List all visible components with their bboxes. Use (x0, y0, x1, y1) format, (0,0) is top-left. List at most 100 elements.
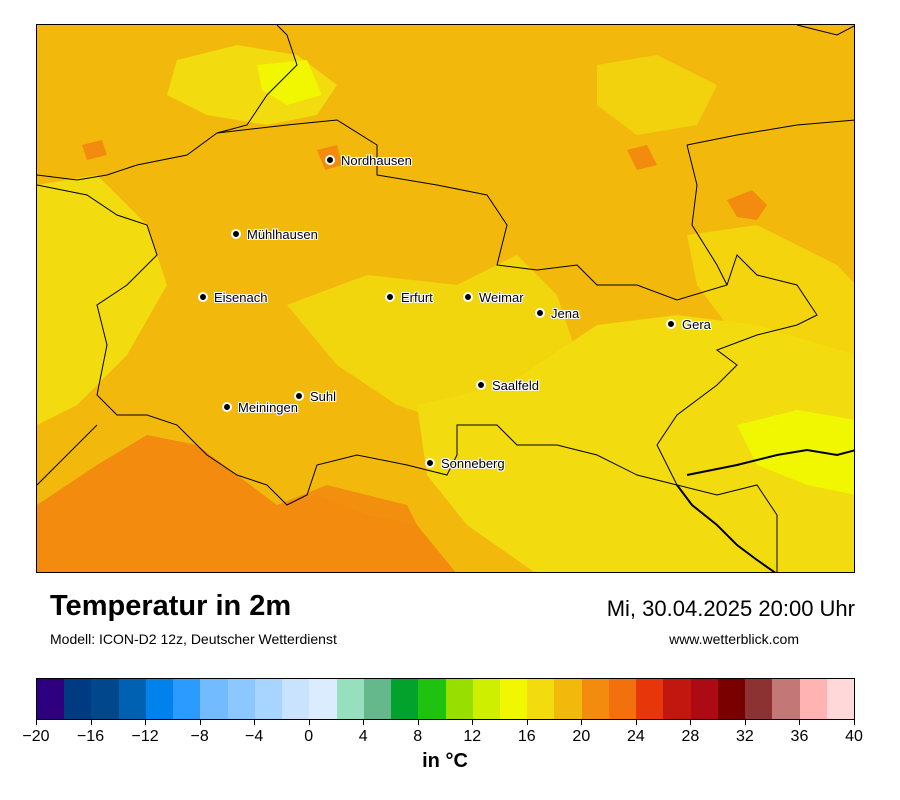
temperature-map: Nordhausen Mühlhausen Eisenach Erfurt We… (36, 24, 855, 573)
colorbar-tick-label: 24 (626, 728, 645, 745)
colorbar-tick (581, 720, 583, 725)
colorbar-segment (118, 679, 146, 719)
border-west (37, 132, 218, 181)
colorbar-tick-label: −20 (22, 728, 50, 745)
city-saalfeld: Saalfeld (476, 377, 539, 393)
colorbar-segment (636, 679, 664, 719)
city-label: Suhl (310, 388, 337, 404)
city-marker-icon (463, 292, 473, 302)
colorbar-tick (90, 720, 92, 725)
city-label: Erfurt (401, 289, 433, 305)
colorbar-tick-label: 0 (304, 728, 314, 745)
state-border-south (37, 184, 678, 506)
colorbar-segment (254, 679, 283, 719)
map-title: Temperatur in 2m (50, 590, 292, 622)
colorbar-tick-label: 8 (413, 728, 423, 745)
colorbar-tick-label: −16 (76, 728, 105, 745)
colorbar-legend (36, 678, 855, 720)
city-label: Jena (551, 305, 580, 321)
colorbar-segment (200, 679, 228, 719)
state-border-north (216, 25, 298, 134)
colorbar-tick (744, 720, 746, 725)
city-weimar: Weimar (463, 289, 524, 305)
colorbar-segment (772, 679, 800, 719)
city-sonneberg: Sonneberg (425, 455, 505, 471)
city-marker-icon (198, 292, 208, 302)
city-erfurt: Erfurt (385, 289, 433, 305)
city-gera: Gera (666, 316, 711, 332)
colorbar-tick (254, 720, 256, 725)
colorbar-segment (663, 679, 691, 719)
map-svg (37, 25, 854, 572)
colorbar-segment (64, 679, 92, 719)
colorbar-tick (526, 720, 528, 725)
city-marker-icon (231, 229, 241, 239)
city-suhl: Suhl (294, 388, 336, 404)
colorbar-segment (745, 679, 773, 719)
colorbar-segment (227, 679, 255, 719)
colorbar-tick-label: 20 (572, 728, 591, 745)
national-border (686, 448, 854, 476)
city-marker-icon (222, 402, 232, 412)
colorbar-tick (199, 720, 201, 725)
colorbar-ticks: −20 −16 −12 −8 −4 0 4 8 12 16 20 24 28 32 36 40 (22, 720, 863, 750)
cool-zone-west (37, 175, 167, 425)
colorbar-tick (799, 720, 801, 725)
city-muehlhausen: Mühlhausen (231, 226, 318, 242)
colorbar-segment (173, 679, 201, 719)
colorbar-tick (854, 720, 855, 725)
cool-zone-east (687, 225, 854, 355)
city-label: Mühlhausen (247, 226, 318, 242)
colorbar-tick-label: −8 (190, 728, 209, 745)
city-marker-icon (425, 458, 435, 468)
colorbar-tick (308, 720, 310, 725)
colorbar-tick-label: 36 (790, 728, 809, 745)
colorbar-unit: in °C (422, 750, 468, 772)
city-marker-icon (294, 391, 304, 401)
city-label: Meiningen (238, 399, 298, 415)
city-label: Saalfeld (492, 377, 539, 393)
city-label: Nordhausen (341, 152, 412, 168)
city-nordhausen: Nordhausen (325, 152, 412, 168)
colorbar-tick-label: 4 (358, 728, 368, 745)
colorbar-segment (37, 679, 65, 719)
colorbar-tick-label: −12 (131, 728, 159, 745)
colorbar-segment (91, 679, 119, 719)
colorbar-segment (499, 679, 528, 719)
colorbar-segment (445, 679, 473, 719)
city-label: Sonneberg (441, 455, 505, 471)
cool-zone-southeast (417, 315, 854, 572)
colorbar-segment (826, 679, 855, 719)
website-link[interactable]: www.wetterblick.com (669, 631, 799, 647)
city-eisenach: Eisenach (198, 289, 267, 305)
city-meiningen: Meiningen (222, 399, 298, 415)
city-marker-icon (325, 155, 335, 165)
colorbar-tick-label: 32 (736, 728, 754, 745)
colorbar-segment (608, 679, 637, 719)
state-border (216, 119, 818, 572)
colorbar-tick (145, 720, 147, 725)
colorbar-segment (581, 679, 609, 719)
colorbar-tick (635, 720, 637, 725)
colorbar-segment (527, 679, 555, 719)
colorbar-tick-label: 16 (517, 728, 536, 745)
colorbar-segment (391, 679, 419, 719)
city-label: Gera (682, 316, 711, 332)
city-jena: Jena (535, 305, 579, 321)
border-northeast (796, 25, 854, 36)
border-southwest (37, 424, 98, 486)
border-east-vertical (686, 144, 728, 286)
colorbar-segment (690, 679, 718, 719)
warm-zone-south (277, 485, 427, 555)
colorbar-tick (690, 720, 692, 725)
colorbar-tick (417, 720, 419, 725)
colorbar-tick-label: 12 (463, 728, 482, 745)
colorbar-segment (717, 679, 746, 719)
city-marker-icon (666, 319, 676, 329)
warm-zone-east-patch (727, 190, 767, 220)
city-label: Eisenach (214, 289, 268, 305)
colorbar-segment (799, 679, 827, 719)
city-marker-icon (385, 292, 395, 302)
colorbar-segment (472, 679, 500, 719)
colorbar-segment (554, 679, 582, 719)
